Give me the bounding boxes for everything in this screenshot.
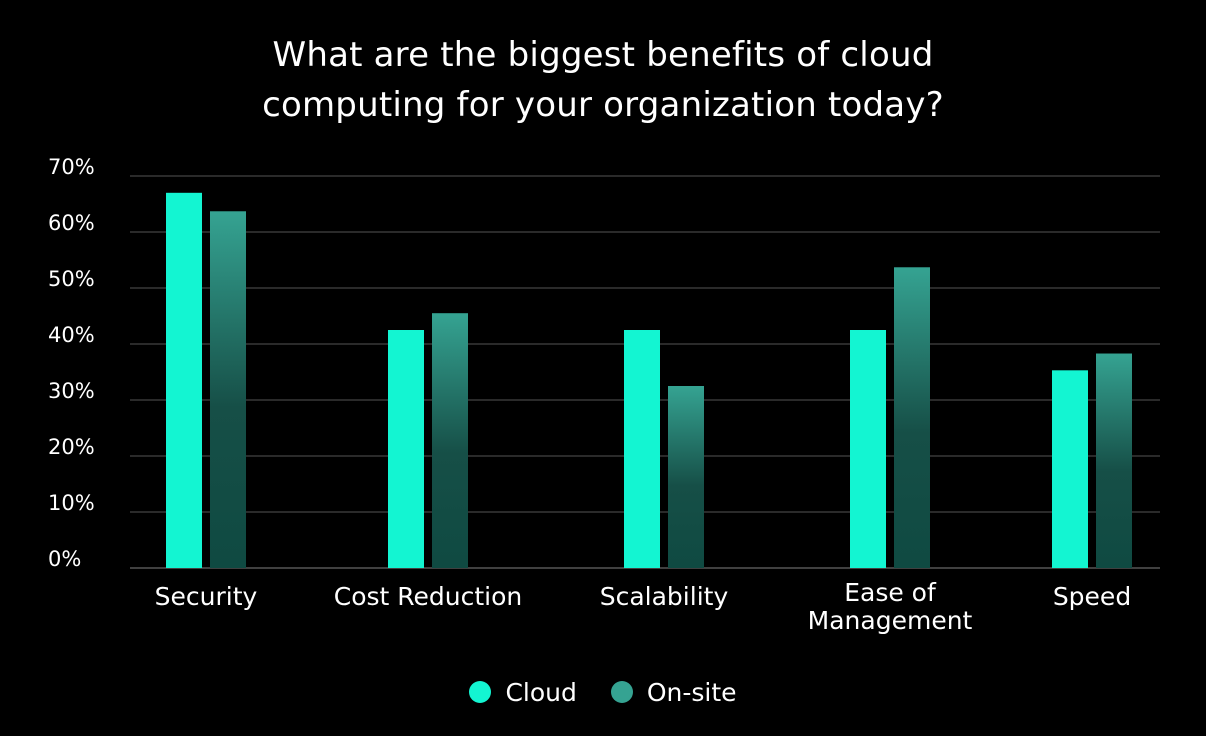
y-tick-label: 40% bbox=[48, 323, 95, 347]
x-tick-label: Speed bbox=[1053, 582, 1131, 611]
bars bbox=[166, 192, 1132, 569]
bar-cloud bbox=[1052, 370, 1088, 568]
chart-title-line-1: What are the biggest benefits of cloud bbox=[272, 35, 934, 75]
y-tick-label: 50% bbox=[48, 267, 95, 291]
y-tick-label: 10% bbox=[48, 491, 95, 515]
legend-label-on-site: On-site bbox=[646, 677, 737, 707]
bar-on-site bbox=[432, 313, 468, 568]
chart-title: What are the biggest benefits of cloud c… bbox=[103, 30, 1103, 130]
bar-cloud bbox=[166, 192, 202, 569]
bar-cloud bbox=[388, 330, 424, 568]
x-tick-label: Cost Reduction bbox=[334, 582, 523, 611]
bar-cloud bbox=[624, 330, 660, 568]
y-tick-label: 0% bbox=[48, 547, 81, 571]
legend-item-cloud: Cloud bbox=[469, 677, 577, 707]
y-tick-label: 30% bbox=[48, 379, 95, 403]
legend: Cloud On-site bbox=[0, 672, 1206, 712]
legend-swatch-on-site bbox=[610, 681, 633, 703]
chart-title-line-2: computing for your organization today? bbox=[262, 85, 944, 125]
bar-on-site bbox=[1096, 353, 1132, 568]
legend-swatch-cloud bbox=[469, 681, 492, 703]
grid-lines bbox=[130, 175, 1160, 569]
y-tick-label: 70% bbox=[48, 155, 95, 179]
bar-on-site bbox=[668, 386, 704, 568]
legend-label-cloud: Cloud bbox=[505, 677, 577, 707]
y-tick-label: 20% bbox=[48, 435, 95, 459]
bar-cloud bbox=[850, 330, 886, 568]
x-tick-label: Ease of Management bbox=[808, 578, 973, 635]
y-tick-label: 60% bbox=[48, 211, 95, 235]
y-axis-ticks: 0% 10% 20% 30% 40% 50% 60% 70% bbox=[48, 155, 95, 571]
x-tick-label: Security bbox=[155, 582, 258, 611]
x-tick-label: Scalability bbox=[600, 582, 729, 611]
bar-on-site bbox=[894, 267, 930, 568]
x-axis-labels: Security Cost Reduction Scalability Ease of… bbox=[155, 578, 1132, 635]
legend-item-on-site: On-site bbox=[610, 677, 737, 707]
bar-on-site bbox=[210, 211, 246, 568]
